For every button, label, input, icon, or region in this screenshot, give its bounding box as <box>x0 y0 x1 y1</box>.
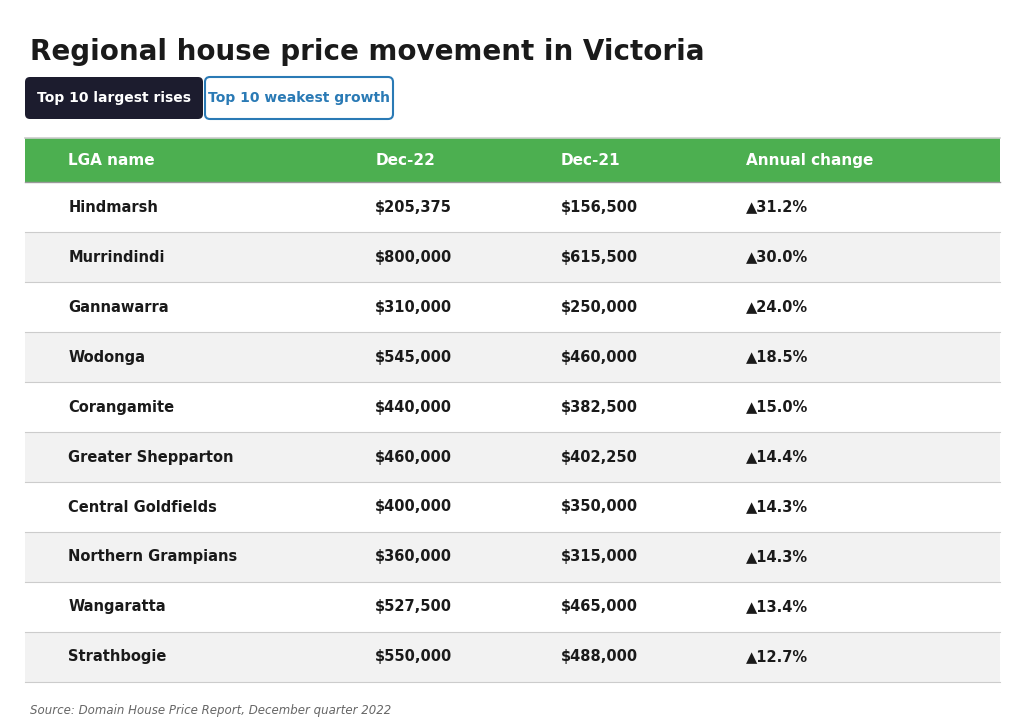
Bar <box>25 138 1000 182</box>
Text: Murrindindi: Murrindindi <box>69 249 165 265</box>
Text: Wodonga: Wodonga <box>69 349 145 365</box>
Text: Greater Shepparton: Greater Shepparton <box>69 450 233 465</box>
Text: $545,000: $545,000 <box>376 349 453 365</box>
Text: $440,000: $440,000 <box>376 399 453 415</box>
Text: Strathbogie: Strathbogie <box>69 650 167 665</box>
Text: Central Goldfields: Central Goldfields <box>69 500 217 515</box>
FancyBboxPatch shape <box>205 77 393 119</box>
Bar <box>25 632 1000 682</box>
Text: ▲14.4%: ▲14.4% <box>745 450 808 465</box>
FancyBboxPatch shape <box>25 77 203 119</box>
Text: $250,000: $250,000 <box>560 299 638 315</box>
Text: $350,000: $350,000 <box>560 500 638 515</box>
Text: $205,375: $205,375 <box>376 199 453 215</box>
Text: ▲14.3%: ▲14.3% <box>745 550 808 565</box>
Text: $488,000: $488,000 <box>560 650 638 665</box>
Text: $156,500: $156,500 <box>560 199 638 215</box>
Text: Top 10 largest rises: Top 10 largest rises <box>37 91 191 105</box>
Text: $800,000: $800,000 <box>376 249 453 265</box>
Text: $400,000: $400,000 <box>376 500 453 515</box>
Text: $460,000: $460,000 <box>560 349 638 365</box>
Bar <box>25 432 1000 482</box>
Bar <box>25 282 1000 332</box>
Text: Corangamite: Corangamite <box>69 399 174 415</box>
Text: Gannawarra: Gannawarra <box>69 299 169 315</box>
Text: $315,000: $315,000 <box>560 550 638 565</box>
Text: $402,250: $402,250 <box>560 450 638 465</box>
Text: ▲15.0%: ▲15.0% <box>745 399 808 415</box>
Text: Dec-21: Dec-21 <box>560 152 621 167</box>
Bar <box>25 232 1000 282</box>
Text: $615,500: $615,500 <box>560 249 638 265</box>
Text: $527,500: $527,500 <box>376 600 453 615</box>
Bar <box>25 582 1000 632</box>
Text: $382,500: $382,500 <box>560 399 638 415</box>
Text: $310,000: $310,000 <box>376 299 453 315</box>
Text: Wangaratta: Wangaratta <box>69 600 166 615</box>
Bar <box>25 532 1000 582</box>
Text: $465,000: $465,000 <box>560 600 638 615</box>
Text: ▲30.0%: ▲30.0% <box>745 249 808 265</box>
Text: $460,000: $460,000 <box>376 450 453 465</box>
Text: ▲24.0%: ▲24.0% <box>745 299 808 315</box>
Text: $550,000: $550,000 <box>376 650 453 665</box>
Text: ▲13.4%: ▲13.4% <box>745 600 808 615</box>
Text: Hindmarsh: Hindmarsh <box>69 199 158 215</box>
Bar <box>25 182 1000 232</box>
Text: Annual change: Annual change <box>745 152 873 167</box>
Text: Dec-22: Dec-22 <box>376 152 435 167</box>
Text: Top 10 weakest growth: Top 10 weakest growth <box>208 91 390 105</box>
Text: LGA name: LGA name <box>69 152 155 167</box>
Text: Regional house price movement in Victoria: Regional house price movement in Victori… <box>30 38 705 66</box>
Text: Source: Domain House Price Report, December quarter 2022: Source: Domain House Price Report, Decem… <box>30 704 391 717</box>
Text: ▲18.5%: ▲18.5% <box>745 349 808 365</box>
Bar <box>25 332 1000 382</box>
Bar <box>25 382 1000 432</box>
Text: ▲14.3%: ▲14.3% <box>745 500 808 515</box>
Text: $360,000: $360,000 <box>376 550 453 565</box>
Text: ▲12.7%: ▲12.7% <box>745 650 808 665</box>
Text: ▲31.2%: ▲31.2% <box>745 199 808 215</box>
Bar <box>25 482 1000 532</box>
Text: Northern Grampians: Northern Grampians <box>69 550 238 565</box>
